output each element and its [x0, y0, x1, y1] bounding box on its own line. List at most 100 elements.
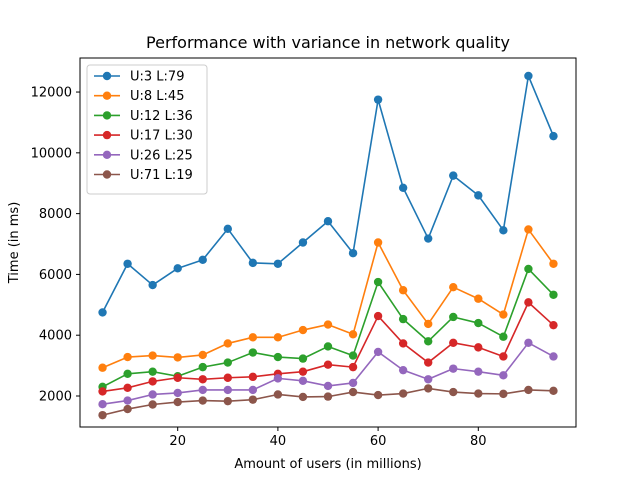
data-point — [499, 389, 508, 399]
data-point — [198, 375, 207, 384]
data-point — [148, 400, 157, 409]
legend-label: U:17 L:30 — [130, 129, 193, 144]
data-point — [398, 314, 408, 324]
data-point — [373, 311, 383, 321]
data-point — [474, 318, 483, 328]
data-point — [373, 277, 383, 287]
data-point — [198, 385, 207, 395]
data-point — [98, 400, 107, 409]
data-point — [499, 352, 508, 361]
data-point — [148, 390, 157, 399]
legend-marker — [102, 91, 112, 100]
data-point — [424, 384, 433, 393]
legend-item: U:12 L:36 — [94, 109, 193, 124]
data-point — [98, 363, 107, 372]
data-point — [98, 410, 107, 420]
series-2 — [98, 225, 558, 372]
data-point — [524, 264, 533, 274]
data-point — [173, 397, 182, 407]
data-point — [424, 234, 433, 243]
y-tick-label: 10000 — [31, 146, 72, 161]
data-point — [123, 404, 132, 414]
data-point — [148, 367, 157, 376]
data-point — [198, 396, 207, 405]
x-tick-label: 80 — [470, 434, 487, 449]
data-point — [323, 342, 333, 351]
data-point — [348, 362, 358, 372]
data-point — [373, 347, 383, 357]
data-point — [223, 385, 232, 395]
data-point — [474, 191, 483, 200]
legend-marker — [102, 111, 112, 120]
series-layer — [98, 71, 558, 420]
data-point — [398, 339, 408, 348]
data-point — [449, 171, 458, 180]
data-point — [273, 352, 283, 362]
legend-label: U:71 L:19 — [130, 168, 193, 183]
data-point — [499, 310, 508, 319]
legend-marker — [102, 71, 112, 81]
series-5 — [98, 338, 558, 409]
data-point — [474, 294, 483, 303]
y-axis-ticks: 2000 4000 6000 8000 10000 12000 — [31, 86, 80, 404]
data-point — [273, 374, 283, 383]
data-point — [298, 367, 308, 376]
legend-item: U:3 L:79 — [94, 70, 184, 85]
legend-label: U:12 L:36 — [130, 109, 193, 124]
data-point — [298, 392, 308, 402]
data-point — [173, 373, 182, 382]
legend-box — [86, 64, 208, 195]
y-tick-label: 2000 — [39, 389, 72, 404]
data-point — [198, 255, 207, 265]
series-6 — [98, 384, 558, 420]
y-axis-label: Time (in ms) — [7, 202, 22, 285]
series-4 — [98, 298, 558, 396]
data-point — [248, 372, 258, 382]
data-point — [123, 396, 132, 405]
data-point — [123, 352, 132, 362]
data-point — [148, 351, 157, 360]
data-point — [549, 131, 558, 141]
y-tick-label: 4000 — [39, 329, 72, 344]
data-point — [524, 298, 533, 307]
x-tick-label: 60 — [370, 434, 387, 449]
data-point — [248, 258, 258, 268]
legend-item: U:26 L:25 — [94, 148, 193, 163]
data-point — [424, 337, 433, 346]
data-point — [373, 95, 383, 104]
data-point — [524, 71, 533, 81]
data-point — [273, 333, 283, 342]
data-point — [474, 343, 483, 352]
legend-label: U:26 L:25 — [130, 148, 193, 163]
data-point — [323, 320, 333, 329]
data-point — [499, 226, 508, 235]
data-point — [248, 333, 258, 342]
data-point — [348, 387, 358, 397]
data-point — [449, 282, 458, 292]
data-point — [298, 238, 308, 247]
data-point — [449, 338, 458, 348]
y-tick-label: 12000 — [31, 86, 72, 101]
data-point — [323, 360, 333, 369]
data-point — [424, 319, 433, 329]
legend-label: U:3 L:79 — [130, 70, 184, 85]
data-point — [223, 224, 232, 234]
data-point — [248, 395, 258, 404]
data-point — [474, 367, 483, 376]
data-point — [499, 332, 508, 341]
x-axis-label: Amount of users (in millions) — [234, 457, 421, 472]
data-point — [248, 385, 258, 395]
data-point — [348, 248, 358, 258]
y-tick-label: 8000 — [39, 207, 72, 222]
data-point — [148, 280, 157, 290]
data-point — [198, 362, 207, 372]
data-point — [524, 385, 533, 395]
y-tick-label: 6000 — [39, 268, 72, 283]
legend-marker — [102, 150, 112, 159]
data-point — [223, 396, 232, 406]
legend-item: U:8 L:45 — [94, 89, 184, 104]
legend-item: U:17 L:30 — [94, 129, 193, 144]
data-point — [98, 387, 107, 396]
data-point — [499, 371, 508, 380]
